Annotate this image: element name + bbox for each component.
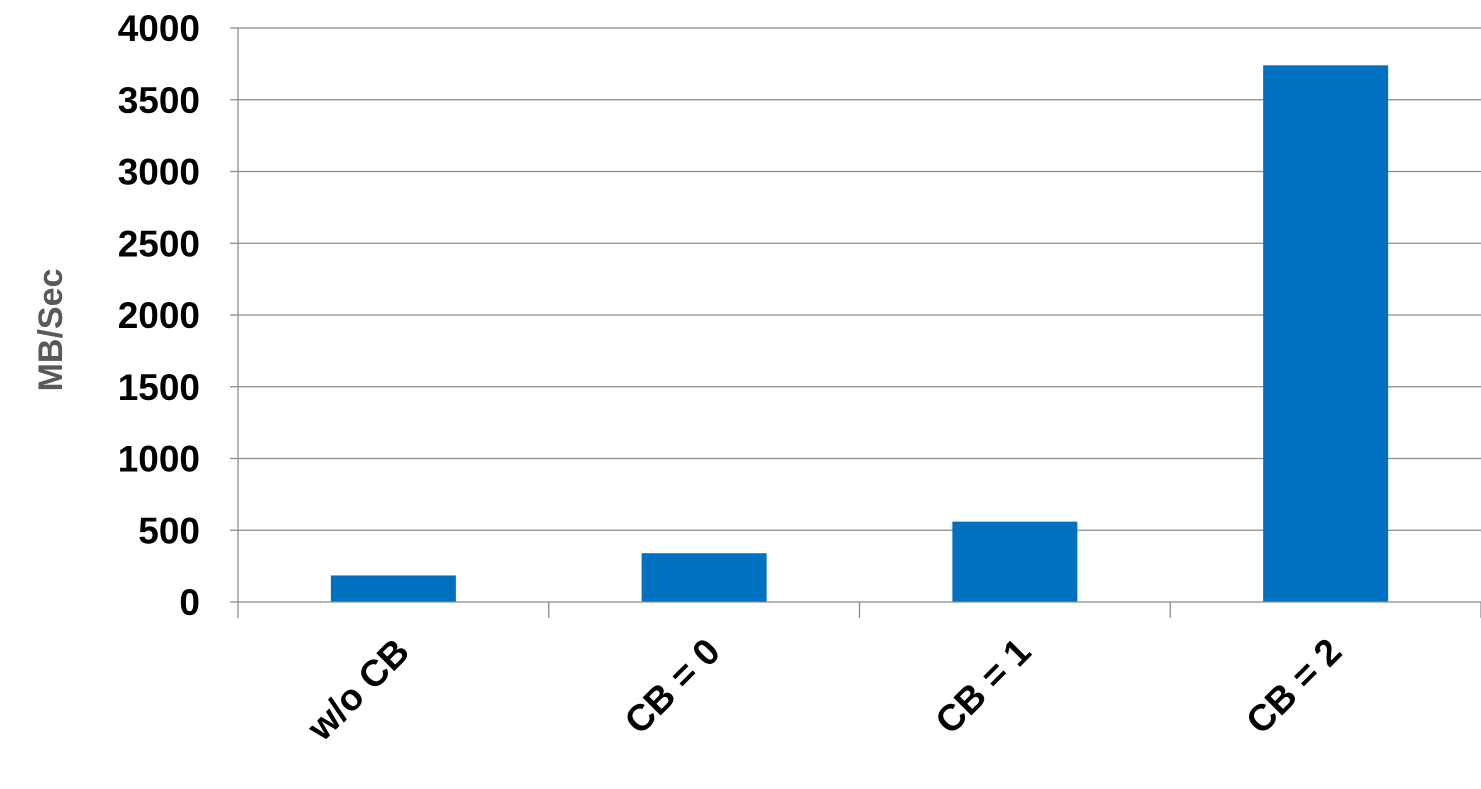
y-tick-labels: 0 500 1000 1500 2000 2500 3000 3500 4000 — [118, 8, 200, 623]
y-tick-label: 3000 — [118, 152, 200, 193]
x-tick-label: CB = 1 — [927, 631, 1038, 742]
bar — [1263, 65, 1389, 602]
bar — [952, 521, 1078, 602]
x-tick-label: CB = 2 — [1238, 631, 1349, 742]
y-tick-label: 500 — [138, 510, 200, 551]
y-tick-label: 2500 — [118, 223, 200, 264]
y-tick-label: 4000 — [118, 8, 200, 49]
grid-lines — [238, 27, 1481, 531]
y-tick-label: 0 — [179, 582, 200, 623]
bar — [330, 575, 456, 602]
y-tick-label: 2000 — [118, 295, 200, 336]
axes — [230, 27, 1481, 618]
bar — [641, 553, 767, 602]
x-tick-label: w/o CB — [299, 631, 417, 749]
y-tick-label: 3500 — [118, 80, 200, 121]
x-tick-label: CB = 0 — [617, 631, 728, 742]
y-tick-label: 1500 — [118, 367, 200, 408]
bars — [330, 65, 1389, 602]
x-tick-labels: w/o CB CB = 0 CB = 1 CB = 2 — [299, 631, 1350, 749]
y-axis-title: MB/Sec — [32, 269, 70, 392]
y-tick-label: 1000 — [118, 439, 200, 480]
